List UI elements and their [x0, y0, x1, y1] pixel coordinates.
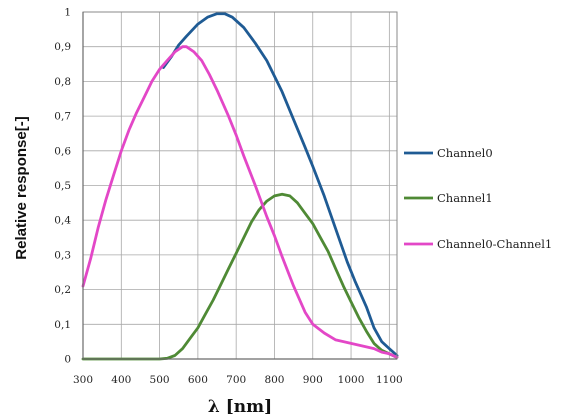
legend-label-2: Channel0-Channel1	[437, 237, 552, 251]
y-tick-label: 0,7	[54, 111, 71, 123]
y-tick-label: 0	[64, 354, 71, 366]
legend-label-0: Channel0	[437, 146, 493, 160]
y-axis-title: Relative response[-]	[13, 116, 30, 259]
x-tick-label: 400	[111, 374, 131, 386]
y-tick-label: 0,9	[54, 41, 71, 53]
y-tick-label: 0,8	[54, 76, 71, 88]
axis-layer: 0 0,1 0,2 0,3 0,4 0,5 0,6 0,7 0,8 0,9 1 300 400 500 60…	[54, 7, 402, 387]
y-tick-label: 0,6	[54, 145, 71, 157]
y-tick-label: 0,3	[54, 249, 71, 261]
series-line-1	[81, 192, 399, 361]
x-axis-title: λ [nm]	[208, 397, 272, 417]
x-tick-label: 1000	[338, 374, 365, 386]
x-tick-label: 500	[150, 374, 170, 386]
y-tick-label: 1	[64, 7, 71, 19]
legend: Channel0 Channel1 Channel0-Channel1	[404, 146, 552, 251]
x-tick-label: 300	[73, 374, 93, 386]
x-tick-label: 700	[226, 374, 246, 386]
x-tick-label: 800	[264, 374, 284, 386]
y-tick-label: 0,2	[54, 284, 71, 296]
x-tick-label: 900	[303, 374, 323, 386]
y-tick-label: 0,1	[54, 319, 71, 331]
series-layer	[81, 12, 399, 361]
x-tick-label: 600	[188, 374, 208, 386]
x-tick-label: 1100	[376, 374, 403, 386]
legend-label-1: Channel1	[437, 191, 493, 205]
series-line-0	[161, 12, 399, 357]
series-line-2	[81, 45, 399, 359]
y-tick-label: 0,5	[54, 180, 71, 192]
y-tick-label: 0,4	[54, 215, 71, 227]
